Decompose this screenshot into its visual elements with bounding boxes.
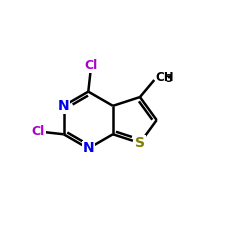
Text: Cl: Cl <box>84 59 98 72</box>
Text: S: S <box>135 136 145 150</box>
Text: Cl: Cl <box>32 125 45 138</box>
Text: N: N <box>82 142 94 156</box>
Text: N: N <box>58 99 70 113</box>
Text: CH: CH <box>156 71 174 84</box>
Text: 3: 3 <box>165 74 172 84</box>
